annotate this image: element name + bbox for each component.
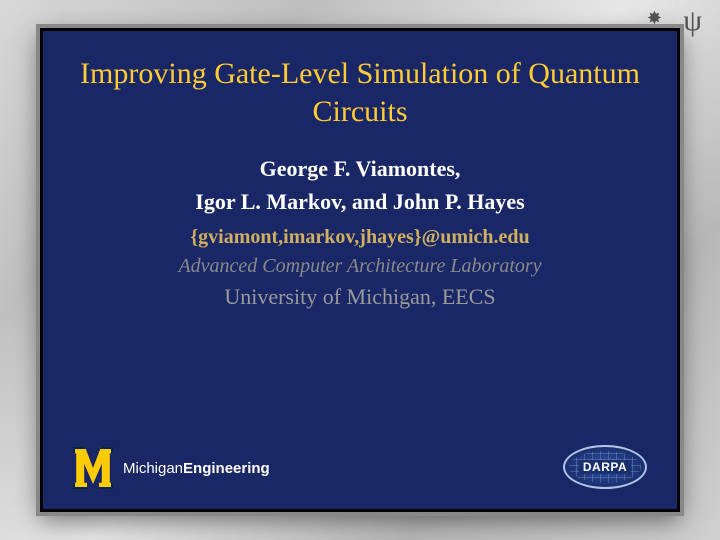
university-name: University of Michigan, EECS — [73, 284, 647, 310]
michigan-text-suffix: Engineering — [183, 460, 270, 477]
psi-icon: ψ — [683, 4, 702, 38]
author-line-2: Igor L. Markov, and John P. Hayes — [73, 185, 647, 218]
slide-title: Improving Gate-Level Simulation of Quant… — [73, 55, 647, 130]
michigan-engineering-logo: MichiganEngineering — [73, 447, 270, 489]
decoration-star-top: ✸ — [647, 8, 662, 29]
slide-frame: Improving Gate-Level Simulation of Quant… — [40, 28, 680, 512]
lab-name: Advanced Computer Architecture Laborator… — [73, 255, 647, 278]
author-emails: {gviamont,imarkov,jhayes}@umich.edu — [73, 226, 647, 249]
michigan-engineering-text: MichiganEngineering — [123, 460, 270, 477]
michigan-text-prefix: Michigan — [123, 460, 183, 477]
author-line-1: George F. Viamontes, — [73, 152, 647, 185]
block-m-icon — [73, 447, 113, 489]
darpa-logo: DARPA — [563, 445, 647, 489]
logo-row: MichiganEngineering DARPA — [73, 445, 647, 489]
darpa-text: DARPA — [579, 460, 631, 474]
